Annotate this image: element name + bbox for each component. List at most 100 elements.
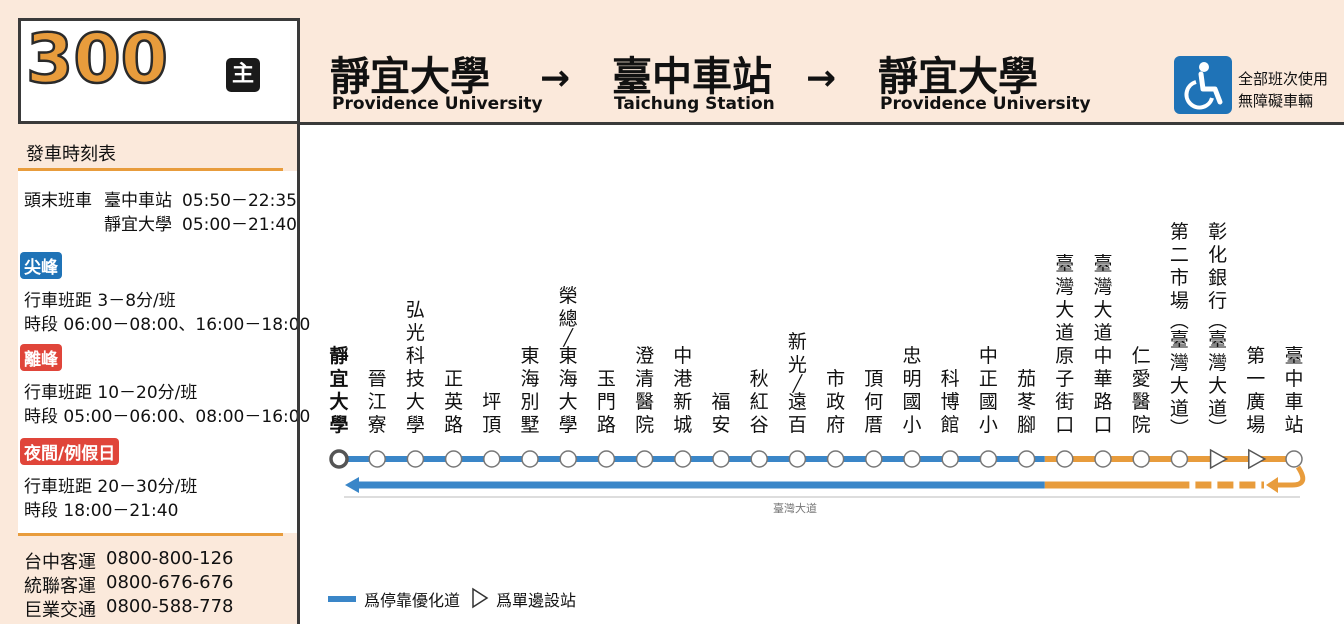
stop-label: 臺灣大道原子街口 bbox=[1055, 253, 1075, 436]
stop-marker bbox=[597, 450, 616, 468]
arrow-icon: → bbox=[806, 58, 837, 99]
stop-marker bbox=[1017, 450, 1036, 468]
route-diagram-svg: 臺灣大道 bbox=[329, 448, 1306, 515]
stop-marker bbox=[1094, 450, 1112, 468]
stop-marker bbox=[903, 450, 921, 468]
first-last-time-1: 05:50－22:35 bbox=[182, 191, 297, 211]
peak-hours: 時段 06:00－08:00、16:00－18:00 bbox=[24, 315, 311, 335]
header-border bbox=[300, 122, 1344, 125]
first-last-stop-1: 臺中車站 bbox=[104, 191, 172, 211]
stop-marker bbox=[1132, 450, 1150, 468]
stop-marker bbox=[750, 450, 768, 468]
timetable-title: 發車時刻表 bbox=[26, 144, 116, 165]
stop-label: 忠明國小 bbox=[902, 345, 922, 436]
operator-3-name: 巨業交通 bbox=[24, 600, 96, 621]
stop-label: 頂何厝 bbox=[864, 368, 884, 436]
stop-marker bbox=[674, 450, 692, 468]
road-label: 臺灣大道 bbox=[773, 501, 817, 515]
stop-label: 澄清醫院 bbox=[635, 345, 655, 436]
header-terminal-en: Taichung Station bbox=[614, 94, 775, 114]
stop-label: 第二市場 ︵ 臺灣大道 ︶ bbox=[1169, 221, 1189, 440]
terminal-loop bbox=[1274, 465, 1306, 488]
stop-marker bbox=[941, 450, 959, 468]
operator-2-name: 統聯客運 bbox=[24, 576, 96, 597]
stop-label: 東海別墅 bbox=[520, 345, 540, 436]
stop-label: 榮總 ╱ 東海大學 bbox=[558, 285, 578, 436]
offpeak-headway: 行車班距 10－20分/班 bbox=[24, 383, 198, 403]
operator-1-phone: 0800-800-126 bbox=[106, 548, 234, 569]
stop-label: 靜宜大學 bbox=[329, 345, 349, 436]
loop-arrow-head bbox=[1266, 477, 1278, 493]
accessibility-text-1: 全部班次使用 bbox=[1238, 70, 1329, 88]
stop-marker bbox=[444, 450, 463, 468]
priority-lane-swatch bbox=[328, 596, 356, 602]
stop-marker bbox=[635, 450, 654, 468]
stop-label: 坪頂 bbox=[482, 391, 502, 436]
stop-label: 茄苳腳 bbox=[1017, 368, 1037, 436]
first-last-time-2: 05:00－21:40 bbox=[182, 215, 297, 235]
timetable-divider bbox=[18, 168, 283, 171]
first-last-stop-2: 靜宜大學 bbox=[104, 215, 172, 235]
stop-marker bbox=[826, 450, 845, 468]
header-return-en: Providence University bbox=[880, 94, 1091, 114]
origin-stop-marker bbox=[329, 449, 349, 469]
stop-marker bbox=[559, 450, 577, 468]
peak-badge: 尖峰 bbox=[20, 252, 62, 279]
night-headway: 行車班距 20－30分/班 bbox=[24, 477, 198, 497]
stop-marker bbox=[1170, 450, 1189, 468]
stop-marker bbox=[865, 450, 883, 468]
stop-marker bbox=[368, 450, 386, 468]
stop-label: 臺中車站 bbox=[1284, 345, 1304, 436]
stop-marker bbox=[406, 450, 425, 468]
first-last-label: 頭末班車 bbox=[24, 191, 92, 211]
one-side-stop-icon bbox=[470, 586, 490, 614]
stop-marker bbox=[483, 450, 501, 468]
stop-marker bbox=[521, 450, 539, 468]
night-badge: 夜間/例假日 bbox=[20, 438, 120, 465]
peak-headway: 行車班距 3－8分/班 bbox=[24, 291, 176, 311]
main-route-badge: 主 bbox=[226, 58, 260, 92]
stop-marker bbox=[979, 450, 998, 468]
priority-lane-legend: 爲停靠優化道 bbox=[364, 591, 461, 610]
stop-label: 科博館 bbox=[940, 368, 960, 436]
route-header bbox=[300, 0, 1344, 122]
operator-3-phone: 0800-588-778 bbox=[106, 596, 234, 617]
one-side-stop-marker bbox=[1248, 448, 1267, 470]
route-number: 300 bbox=[25, 19, 169, 101]
offpeak-hours: 時段 05:00－06:00、08:00－16:00 bbox=[24, 407, 311, 427]
stop-marker bbox=[712, 450, 730, 468]
panel-separator bbox=[297, 18, 300, 624]
route-diagram: 臺灣大道 靜宜大學晉江寮弘光科技大學正英路坪頂東海別墅榮總 ╱ 東海大學玉門路澄清醫… bbox=[300, 125, 1344, 624]
arrow-icon: → bbox=[540, 58, 571, 99]
header-origin-zh: 靜宜大學 bbox=[330, 54, 490, 100]
stop-label: 仁愛醫院 bbox=[1131, 345, 1151, 436]
stop-label: 弘光科技大學 bbox=[405, 299, 425, 436]
stop-label: 正英路 bbox=[444, 368, 464, 436]
header-terminal-zh: 臺中車站 bbox=[612, 54, 772, 100]
stop-label: 晉江寮 bbox=[367, 368, 387, 436]
stop-marker bbox=[1285, 450, 1303, 468]
stop-label: 中港新城 bbox=[673, 345, 693, 436]
timetable-body bbox=[18, 171, 297, 533]
stop-label: 福安 bbox=[711, 391, 731, 436]
offpeak-badge: 離峰 bbox=[20, 344, 62, 371]
one-side-stop-legend: 爲單邊設站 bbox=[496, 591, 577, 610]
header-origin-en: Providence University bbox=[332, 94, 543, 114]
stop-marker bbox=[788, 450, 807, 468]
operator-1-name: 台中客運 bbox=[24, 552, 96, 573]
night-hours: 時段 18:00－21:40 bbox=[24, 501, 179, 521]
stop-label: 玉門路 bbox=[596, 368, 616, 436]
header-return-zh: 靜宜大學 bbox=[878, 54, 1038, 100]
operators-divider bbox=[18, 533, 283, 536]
wheelchair-icon bbox=[1174, 56, 1232, 114]
return-arrow-head bbox=[345, 477, 359, 493]
stop-label: 臺灣大道中華路口 bbox=[1093, 253, 1113, 436]
stop-marker bbox=[1056, 450, 1074, 468]
operator-2-phone: 0800-676-676 bbox=[106, 572, 234, 593]
stop-label: 彰化銀行 ︵ 臺灣大道 ︶ bbox=[1208, 221, 1228, 440]
stop-label: 新光 ╱ 遠百 bbox=[787, 331, 807, 436]
stop-label: 中正國小 bbox=[978, 345, 998, 436]
stop-label: 市政府 bbox=[826, 368, 846, 436]
accessibility-text-2: 無障礙車輛 bbox=[1238, 92, 1314, 110]
one-side-stop-marker bbox=[1209, 448, 1229, 470]
